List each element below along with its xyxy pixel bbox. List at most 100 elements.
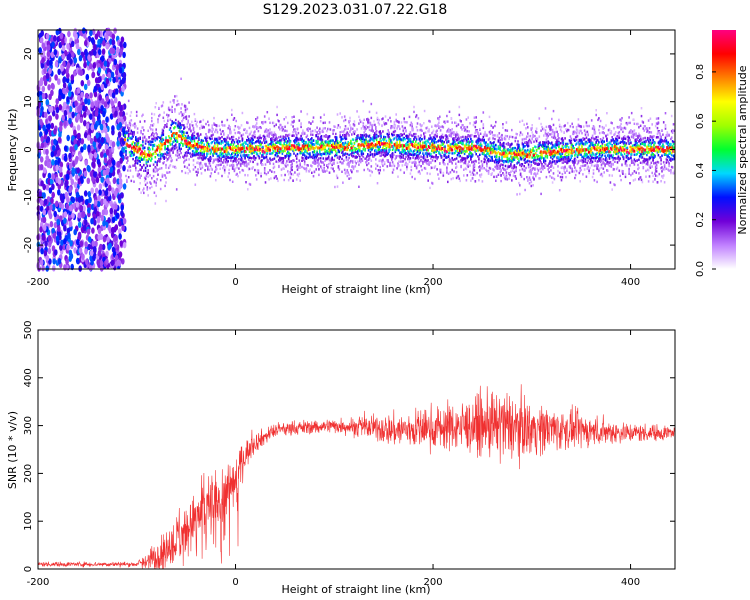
heatmap-cell [185, 131, 188, 135]
heatmap-cell [335, 132, 337, 136]
heatmap-cell [352, 154, 355, 158]
heatmap-cell [282, 128, 285, 131]
heatmap-cell [83, 170, 88, 178]
heatmap-cell [282, 159, 285, 162]
heatmap-cell [293, 119, 295, 123]
heatmap-cell [303, 142, 305, 146]
heatmap-cell [43, 198, 48, 205]
heatmap-cell [296, 127, 299, 130]
heatmap-cell [434, 124, 437, 127]
heatmap-cell [82, 27, 86, 34]
heatmap-cell [205, 156, 207, 159]
heatmap-cell [327, 157, 329, 160]
heatmap-cell [55, 113, 59, 120]
heatmap-cell [175, 103, 178, 107]
heatmap-cell [312, 156, 315, 159]
heatmap-cell [378, 123, 381, 126]
heatmap-cell [80, 146, 84, 153]
heatmap-cell [170, 149, 173, 152]
heatmap-cell [185, 136, 188, 140]
heatmap-cell [259, 136, 261, 139]
heatmap-cell [301, 165, 303, 169]
heatmap-cell [418, 163, 421, 166]
heatmap-cell [144, 153, 147, 157]
heatmap-cell [414, 157, 416, 160]
heatmap-cell [435, 150, 437, 154]
heatmap-cell [191, 154, 194, 157]
heatmap-cell [346, 163, 349, 166]
heatmap-cell [36, 246, 41, 253]
heatmap-cell [267, 143, 269, 146]
heatmap-cell [246, 162, 248, 165]
heatmap-cell [140, 156, 142, 159]
heatmap-cell [167, 158, 169, 161]
heatmap-cell [147, 175, 149, 178]
heatmap-cell [147, 160, 149, 163]
heatmap-cell [191, 120, 193, 123]
heatmap-cell [46, 59, 51, 66]
heatmap-cell [345, 132, 348, 136]
heatmap-cell [315, 134, 317, 138]
heatmap-cell [265, 173, 268, 176]
heatmap-cell [89, 153, 93, 160]
heatmap-cell [396, 141, 398, 144]
heatmap-cell [195, 153, 197, 157]
heatmap-cell [61, 39, 65, 46]
heatmap-cell [335, 136, 337, 139]
heatmap-cell [332, 162, 334, 165]
heatmap-cell [230, 159, 232, 162]
heatmap-cell [299, 179, 301, 182]
heatmap-cell [357, 160, 359, 163]
heatmap-cell [322, 161, 325, 164]
heatmap-cell [362, 100, 365, 103]
heatmap-cell [87, 236, 92, 243]
heatmap-cell [285, 116, 287, 119]
heatmap-cell [421, 148, 423, 151]
heatmap-cell [248, 133, 251, 136]
heatmap-cell [200, 147, 203, 151]
heatmap-cell [376, 164, 379, 167]
heatmap-cell [432, 149, 435, 152]
heatmap-cell [278, 126, 280, 129]
heatmap-cell [439, 115, 441, 118]
heatmap-cell [48, 115, 52, 122]
heatmap-cell [445, 120, 447, 123]
heatmap-cell [400, 144, 403, 148]
heatmap-cell [111, 125, 115, 132]
heatmap-cell [217, 154, 220, 158]
heatmap-cell [129, 165, 132, 168]
heatmap-cell [287, 163, 289, 167]
heatmap-cell [154, 170, 157, 173]
heatmap-cell [113, 190, 118, 197]
heatmap-cell [92, 161, 96, 168]
heatmap-cell [375, 145, 377, 149]
heatmap-cell [276, 151, 278, 155]
heatmap-cell [439, 171, 442, 174]
heatmap-cell [174, 95, 176, 98]
heatmap-cell [438, 147, 441, 151]
heatmap-cell [454, 158, 456, 161]
heatmap-cell [199, 151, 201, 155]
heatmap-cell [376, 182, 379, 185]
heatmap-cell [149, 186, 151, 190]
heatmap-cell [221, 120, 223, 124]
heatmap-cell [393, 123, 396, 126]
heatmap-cell [286, 145, 289, 149]
heatmap-cell [451, 128, 453, 131]
heatmap-cell [368, 110, 371, 114]
heatmap-cell [342, 150, 344, 153]
heatmap-cell [84, 219, 88, 226]
heatmap-cell [180, 147, 182, 151]
heatmap-cell [404, 150, 406, 154]
heatmap-cell [231, 148, 234, 152]
heatmap-cell [146, 159, 149, 162]
heatmap-cell [237, 174, 239, 178]
heatmap-cell [392, 147, 395, 150]
heatmap-cell [335, 150, 337, 153]
heatmap-cell [281, 129, 284, 132]
heatmap-cell [223, 148, 225, 151]
heatmap-cell [226, 153, 229, 157]
heatmap-cell [291, 146, 295, 150]
heatmap-cell [93, 44, 97, 51]
heatmap-cell [336, 176, 339, 180]
